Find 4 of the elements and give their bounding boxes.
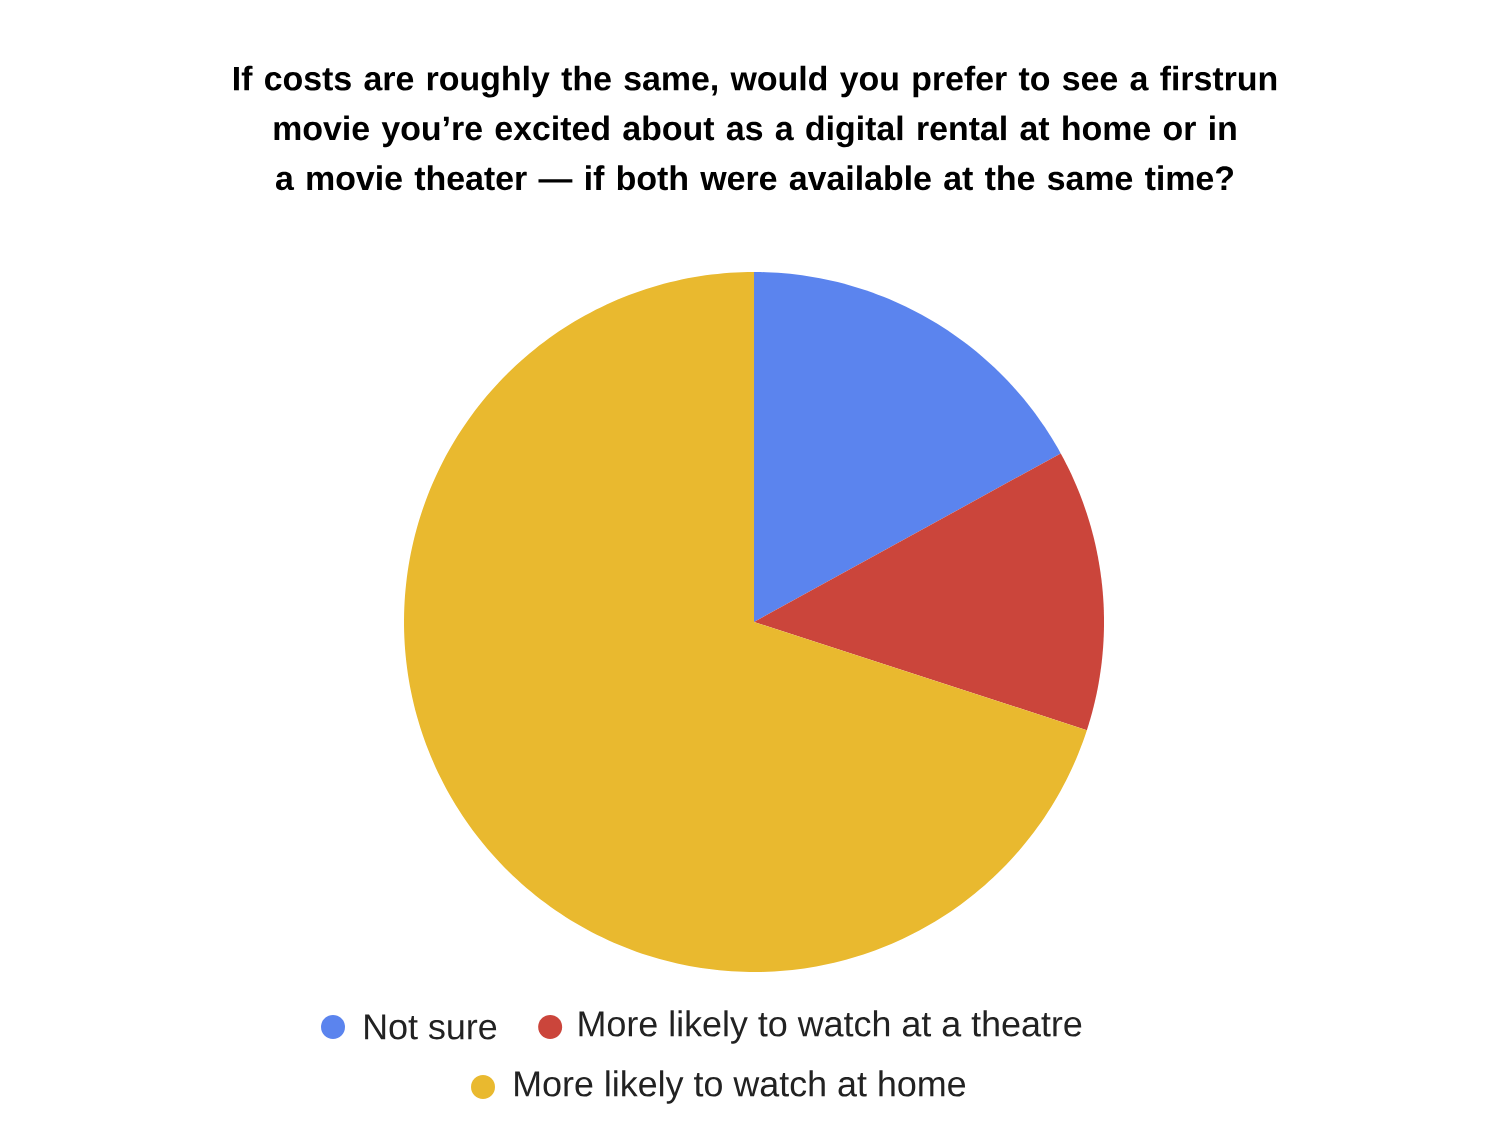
- legend-label: More likely to watch at a theatre: [579, 1010, 1082, 1044]
- chart-title: If costs are roughly the same, would you prefer to see a firstrun movie you’re excited about as a digital rental at home or in a movie theater — if both were available at the same time?: [234, 65, 1277, 191]
- legend-label: More likely to watch at home: [515, 1070, 966, 1104]
- legend-label: Not sure: [365, 1014, 497, 1040]
